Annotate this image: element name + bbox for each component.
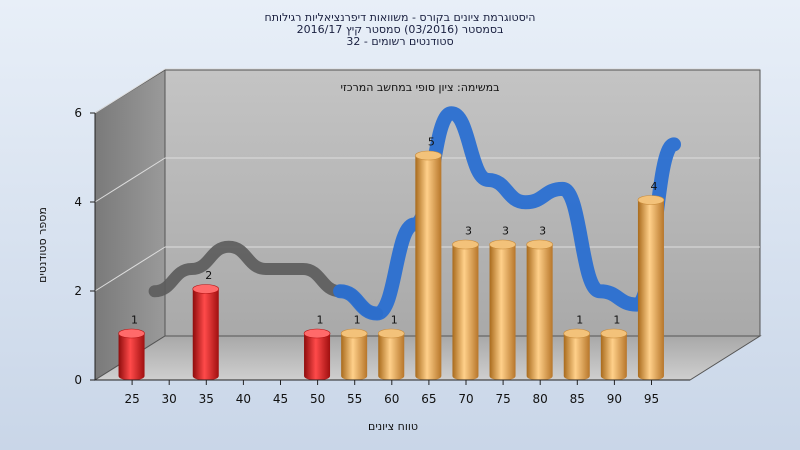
trend-ribbon-blue: [333, 106, 681, 321]
x-tick-label: 25: [124, 392, 139, 406]
bar-value-label: 3: [539, 225, 546, 238]
bar-value-label: 3: [465, 225, 472, 238]
bar-body: [378, 333, 405, 381]
bar-body: [563, 333, 590, 381]
bar-body: [341, 333, 368, 381]
bar-85: [563, 328, 591, 381]
bar-50: [303, 328, 331, 381]
bar-80: [526, 239, 553, 381]
x-tick-label: 80: [533, 392, 548, 406]
x-ticks: 25 30 35 40 45 50 55 60 65 70 75 80 85 90 95: [124, 380, 659, 406]
bar-value-label: 1: [391, 314, 398, 327]
bar-value-label: 1: [576, 314, 583, 327]
x-tick-label: 85: [570, 392, 585, 406]
bar-cap: [600, 328, 628, 339]
x-tick-label: 65: [421, 392, 436, 406]
gridline-side: [94, 68, 166, 114]
bar-value-label: 2: [205, 269, 212, 282]
bar-cap: [118, 328, 145, 339]
bars: [118, 150, 665, 381]
y-tick-label: 2: [74, 284, 82, 298]
x-axis-title: טווח ציונים: [368, 420, 418, 433]
bar-90: [600, 328, 628, 381]
chart-title-line-2: בסמסטר (03/2016) סמסטר קיץ 2016/17: [297, 23, 504, 36]
bar-value-label: 1: [317, 314, 324, 327]
bar-70: [452, 239, 479, 381]
bar-value-label: 1: [131, 314, 138, 327]
bar-55: [340, 328, 368, 381]
x-tick-label: 50: [310, 392, 325, 406]
x-tick-label: 55: [347, 392, 362, 406]
bar-value-label: 4: [650, 180, 657, 193]
bar-body: [600, 333, 627, 381]
bar-body: [192, 289, 219, 381]
chart-subtitle: במשימה: ציון סופי במחשב המרכזי: [340, 81, 499, 94]
bar-cap: [452, 239, 479, 250]
bar-35: [192, 284, 220, 381]
trend-ribbon: [148, 106, 681, 321]
bar-value-label: 1: [613, 314, 620, 327]
bar-body: [304, 333, 331, 381]
y-axis-title: מספר סטודנטים: [36, 207, 49, 283]
y-tick-label: 6: [74, 106, 82, 120]
chart-title-line-3: סטודנטים רשומים - 32: [346, 35, 453, 48]
bar-cap: [303, 328, 331, 339]
gridline-side: [94, 246, 166, 292]
value-labels: 1 2 1 1 1 5 3 3 3 1 1 4: [131, 136, 657, 327]
bar-body: [526, 244, 553, 381]
bar-cap: [340, 328, 368, 339]
gridline-side: [94, 157, 166, 203]
bar-cap: [526, 239, 553, 250]
bar-cap: [489, 239, 516, 250]
x-tick-label: 90: [607, 392, 622, 406]
bar-cap: [377, 328, 405, 339]
x-tick-label: 95: [644, 392, 659, 406]
bar-value-label: 1: [354, 314, 361, 327]
x-tick-label: 75: [495, 392, 510, 406]
bar-75: [489, 239, 516, 381]
x-tick-label: 45: [273, 392, 288, 406]
bar-value-label: 3: [502, 225, 509, 238]
x-tick-label: 35: [199, 392, 214, 406]
bar-body: [489, 244, 516, 381]
bar-60: [377, 328, 405, 381]
x-tick-label: 70: [458, 392, 473, 406]
bar-body: [415, 155, 442, 381]
x-tick-label: 40: [236, 392, 251, 406]
bar-body: [118, 333, 145, 381]
bar-65: [415, 150, 442, 381]
bar-cap: [563, 328, 591, 339]
y-tick-label: 4: [74, 195, 82, 209]
bar-value-label: 5: [428, 136, 435, 149]
x-tick-label: 30: [162, 392, 177, 406]
y-tick-label: 0: [74, 373, 82, 387]
y-ticks: 0 2 4 6: [74, 106, 95, 387]
bar-cap: [637, 195, 665, 205]
bar-25: [118, 328, 145, 381]
bar-body: [452, 244, 479, 381]
bar-body: [637, 200, 664, 381]
bar-cap: [415, 150, 442, 161]
bar-cap: [192, 284, 220, 294]
bar-95: [637, 195, 665, 381]
x-tick-label: 60: [384, 392, 399, 406]
chart-title-line-1: היסטוגרמת ציונים בקורס - משוואות דיפרנצי…: [265, 11, 536, 24]
